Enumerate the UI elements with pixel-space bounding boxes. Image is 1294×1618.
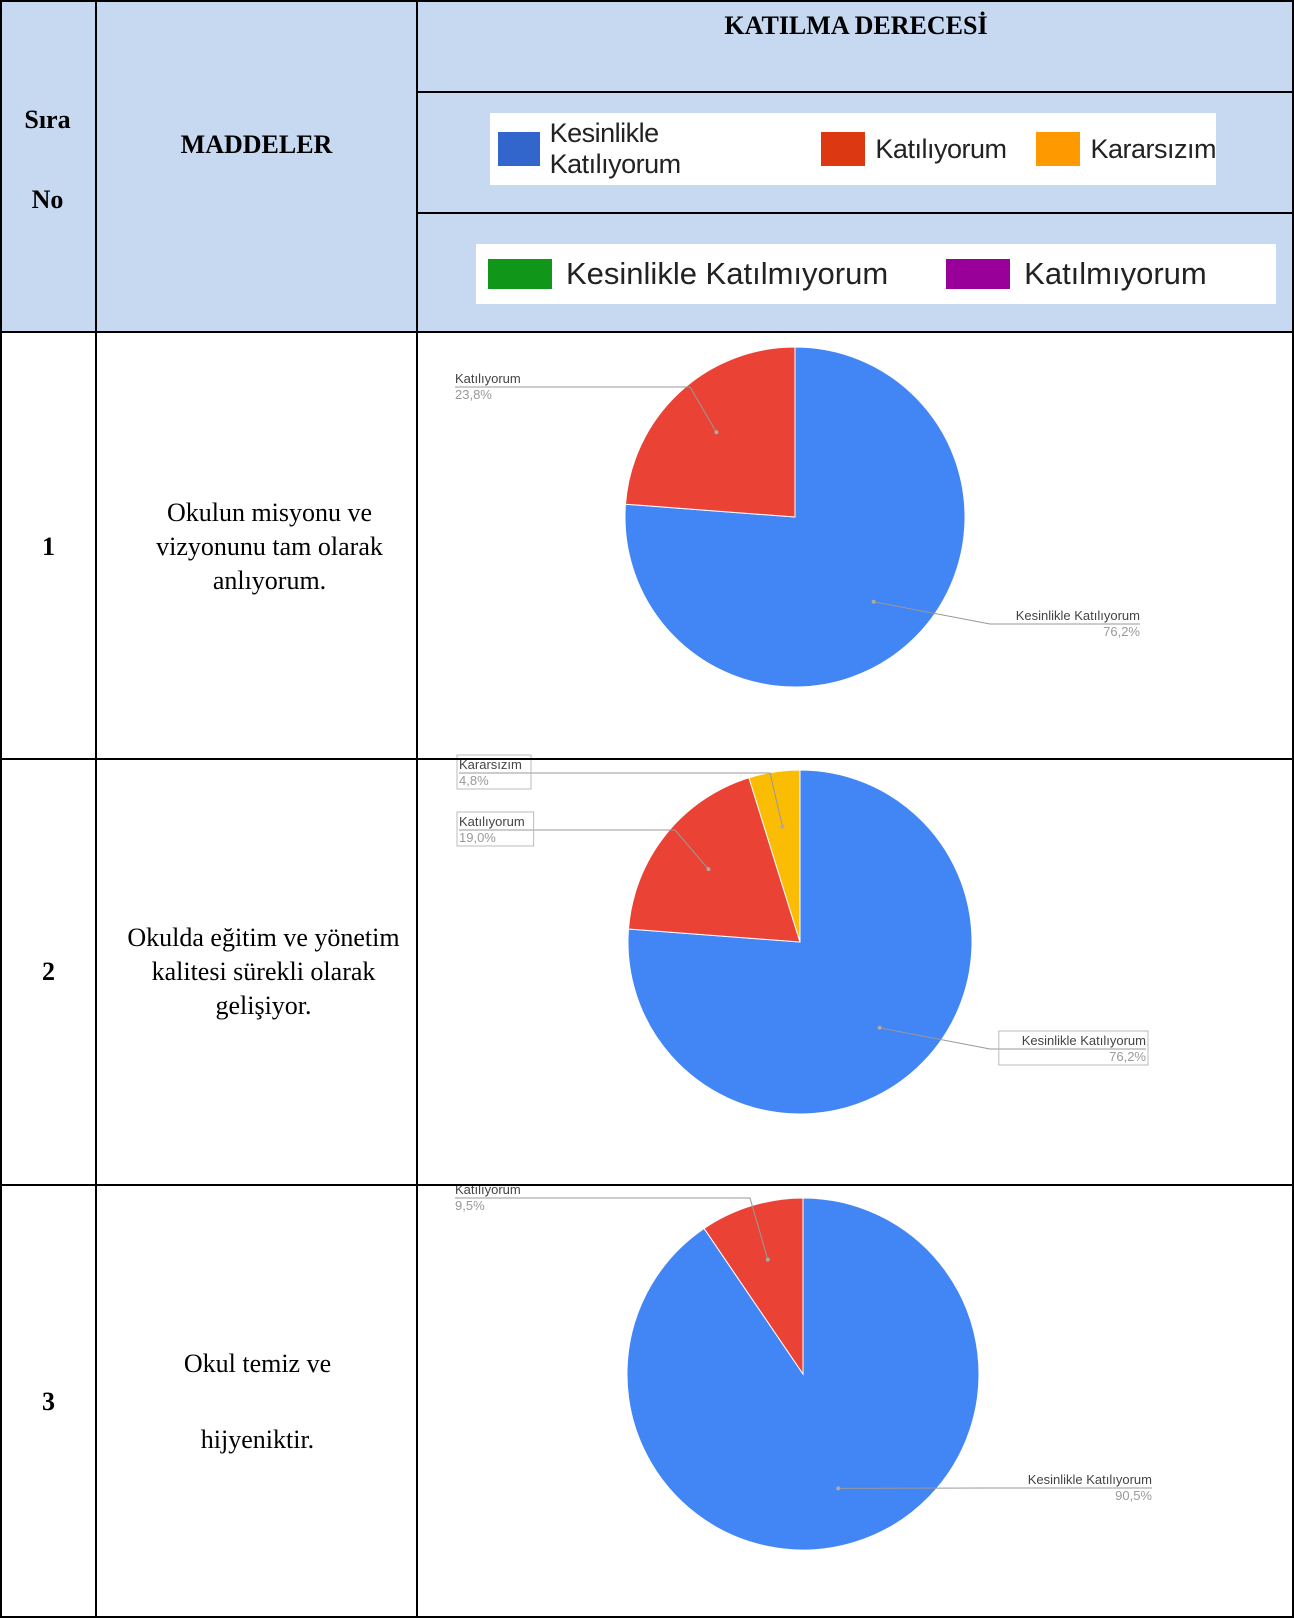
pie-2-leader-2 <box>459 829 709 870</box>
pie-1-value-1: 76,2% <box>1103 624 1140 639</box>
pie-1-slice-1 <box>624 346 966 688</box>
legend-label: Katılıyorum <box>875 133 1007 164</box>
pie-1-leader-dot-2 <box>714 430 719 435</box>
pie-3-value-1: 90,5% <box>1115 1488 1152 1503</box>
row-2-bottom-border <box>0 1184 1294 1186</box>
legend-label: Kararsızım <box>1090 133 1216 164</box>
pie-2-leader-dot-3 <box>780 824 785 829</box>
row-3-text: Okul temiz ve hijyeniktir. <box>97 1186 418 1618</box>
pie-2-label-1: Kesinlikle Katılıyorum <box>1022 1033 1146 1048</box>
legend-swatch-blue <box>498 132 540 166</box>
legend-label: Katılmıyorum <box>1024 256 1207 291</box>
row-1-bottom-border <box>0 758 1294 760</box>
header-bottom-border <box>0 331 1294 333</box>
pie-1-label-2: Katılıyorum <box>455 371 521 386</box>
legend-item-kesinlikle-katilmiyorum: Kesinlikle Katılmıyorum <box>488 256 888 292</box>
pie-2-label-2: Katılıyorum <box>459 814 525 829</box>
pie-3-label-1: Kesinlikle Katılıyorum <box>1028 1472 1152 1487</box>
header-no-line2: No <box>31 185 64 214</box>
row-3-number: 3 <box>42 1387 55 1416</box>
pie-2-label-box-3 <box>456 754 532 790</box>
col-divider-1 <box>95 0 97 1618</box>
pie-2-leader-dot-1 <box>877 1025 882 1030</box>
legend-label: Kesinlikle Katılıyorum <box>549 118 682 179</box>
pie-2-slice-2 <box>627 777 801 943</box>
legend-item-katilmiyorum: Katılmıyorum <box>946 256 1207 292</box>
pie-1-slice-2 <box>624 346 796 518</box>
pie-3-slice-2 <box>703 1197 804 1376</box>
row-1-text: Okulun misyonu ve vizyonunu tam olarak a… <box>156 497 383 595</box>
pie-3-leader-dot-1 <box>836 1486 841 1491</box>
header-maddeler: MADDELER <box>180 130 333 159</box>
legend-swatch-orange <box>1036 132 1081 166</box>
legend-item-kararsizim: Kararsızım <box>1036 132 1216 166</box>
pie-1-leader-2 <box>455 386 717 433</box>
header-divider-1 <box>418 91 1294 93</box>
legend-row-1: Kesinlikle Katılıyorum Katılıyorum Karar… <box>490 113 1216 185</box>
col-divider-2 <box>416 0 418 1618</box>
row-2-number: 2 <box>42 956 55 986</box>
pie-2-label-3: Kararsızım <box>459 757 522 772</box>
pie-1-label-1: Kesinlikle Katılıyorum <box>1016 608 1140 623</box>
row-3-text-line2: hijyeniktir. <box>200 1425 315 1454</box>
pie-2-leader-dot-2 <box>706 867 711 872</box>
legend-row-2: Kesinlikle Katılmıyorum Katılmıyorum <box>476 244 1276 304</box>
pie-3-leader-dot-2 <box>765 1257 770 1262</box>
row-2-text: Okulda eğitim ve yönetim kalitesi sürekl… <box>127 922 400 1020</box>
pie-2-label-box-2 <box>456 811 535 847</box>
pie-3-value-2: 9,5% <box>455 1198 485 1213</box>
pie-1-leader-1 <box>873 601 1140 625</box>
header-sira-line1: Sıra <box>24 105 71 134</box>
legend-swatch-red <box>821 132 866 166</box>
header-divider-2 <box>418 212 1294 214</box>
pie-2-value-1: 76,2% <box>1109 1049 1146 1064</box>
header-sira-no: Sıra No <box>0 60 95 260</box>
legend-swatch-purple <box>946 259 1011 289</box>
row-3-text-line1: Okul temiz ve <box>183 1349 332 1378</box>
pie-2-leader-1 <box>879 1027 1146 1050</box>
pie-2-slice-3 <box>748 769 801 943</box>
row-1-number: 1 <box>42 531 55 561</box>
pie-2-value-3: 4,8% <box>459 773 489 788</box>
legend-item-katiliyorum: Katılıyorum <box>821 132 1007 166</box>
legend-label: Kesinlikle Katılmıyorum <box>566 256 889 291</box>
table-right-border <box>1292 0 1294 1618</box>
legend-swatch-green <box>488 259 552 289</box>
table-bottom-border <box>0 1616 1294 1618</box>
legend-item-kesinlikle-katiliyorum: Kesinlikle Katılıyorum <box>498 118 783 180</box>
header-katilma-derecesi: KATILMA DERECESİ <box>724 11 988 40</box>
pie-2-leader-3 <box>459 772 783 827</box>
table-left-border <box>0 0 2 1618</box>
pie-2-value-2: 19,0% <box>459 830 496 845</box>
pie-2-label-box-1 <box>998 1030 1149 1066</box>
pie-1-value-2: 23,8% <box>455 387 492 402</box>
table-top-border <box>0 0 1294 2</box>
pie-1-leader-dot-1 <box>871 599 876 604</box>
pie-3-leader-2 <box>455 1197 769 1260</box>
